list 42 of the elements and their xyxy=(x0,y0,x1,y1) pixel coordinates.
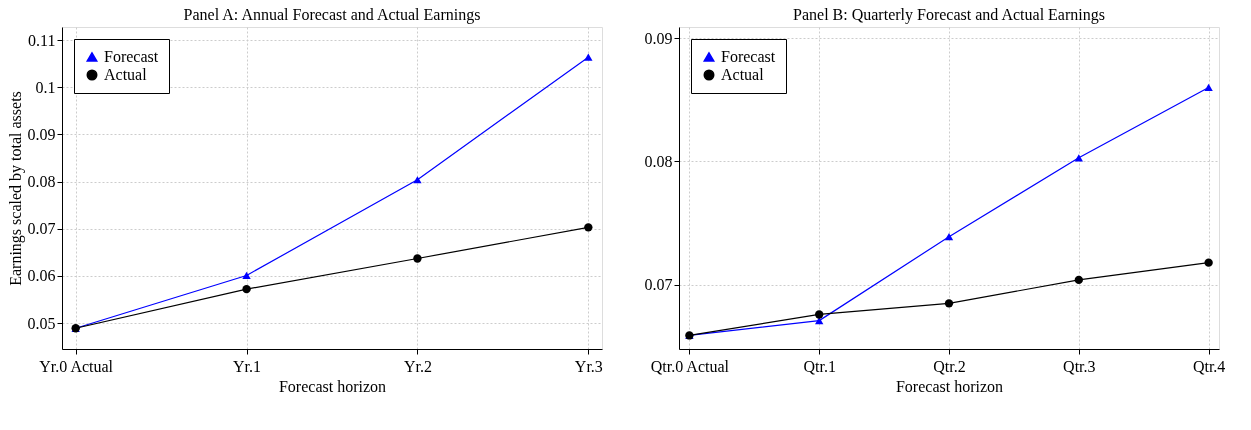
legend-label: Actual xyxy=(104,66,148,83)
x-tick-label: Qtr.3 xyxy=(1063,357,1096,375)
legend-label: Actual xyxy=(721,66,765,83)
point xyxy=(1074,275,1083,285)
y-tick-label: 0.05 xyxy=(27,314,56,332)
x-tick-label: Qtr.2 xyxy=(933,357,966,375)
point xyxy=(1204,258,1213,267)
point xyxy=(815,310,824,319)
y-tick-label: 0.11 xyxy=(28,31,56,49)
point xyxy=(242,284,251,294)
point xyxy=(413,176,422,184)
x-axis-title: Forecast horizon xyxy=(895,377,1004,395)
y-tick-label: 0.07 xyxy=(644,276,673,294)
point xyxy=(413,254,422,263)
y-tick-label: 0.07 xyxy=(27,220,56,238)
point xyxy=(584,223,593,232)
point xyxy=(944,299,954,308)
chart-title: Panel A: Annual Forecast and Actual Earnings xyxy=(183,6,481,24)
y-tick-label: 0.08 xyxy=(644,152,673,170)
x-tick-label: Yr.1 xyxy=(233,357,262,375)
y-tick-label: 0.09 xyxy=(644,29,673,47)
point xyxy=(1074,154,1083,162)
y-tick-label: 0.1 xyxy=(35,78,56,96)
x-tick-label: Yr.0 Actual xyxy=(39,357,114,375)
chart-title: Panel B: Quarterly Forecast and Actual Earnings xyxy=(793,6,1105,24)
y-axis-title: Earnings scaled by total assets xyxy=(6,91,25,286)
x-tick-label: Yr.3 xyxy=(574,357,603,375)
x-tick-label: Yr.2 xyxy=(403,357,432,375)
x-axis-title: Forecast horizon xyxy=(278,377,387,395)
legend-label: Forecast xyxy=(104,48,159,65)
x-tick-label: Qtr.1 xyxy=(803,357,836,375)
point xyxy=(242,271,251,280)
point xyxy=(944,233,954,241)
point xyxy=(1204,83,1213,92)
x-tick-label: Qtr.0 Actual xyxy=(650,357,730,375)
y-tick-label: 0.08 xyxy=(27,173,56,191)
point xyxy=(815,317,824,325)
legend-label: Forecast xyxy=(721,48,776,65)
y-tick-label: 0.09 xyxy=(27,125,56,143)
x-tick-label: Qtr.4 xyxy=(1192,357,1226,375)
y-tick-label: 0.06 xyxy=(27,267,56,285)
point xyxy=(584,53,593,61)
